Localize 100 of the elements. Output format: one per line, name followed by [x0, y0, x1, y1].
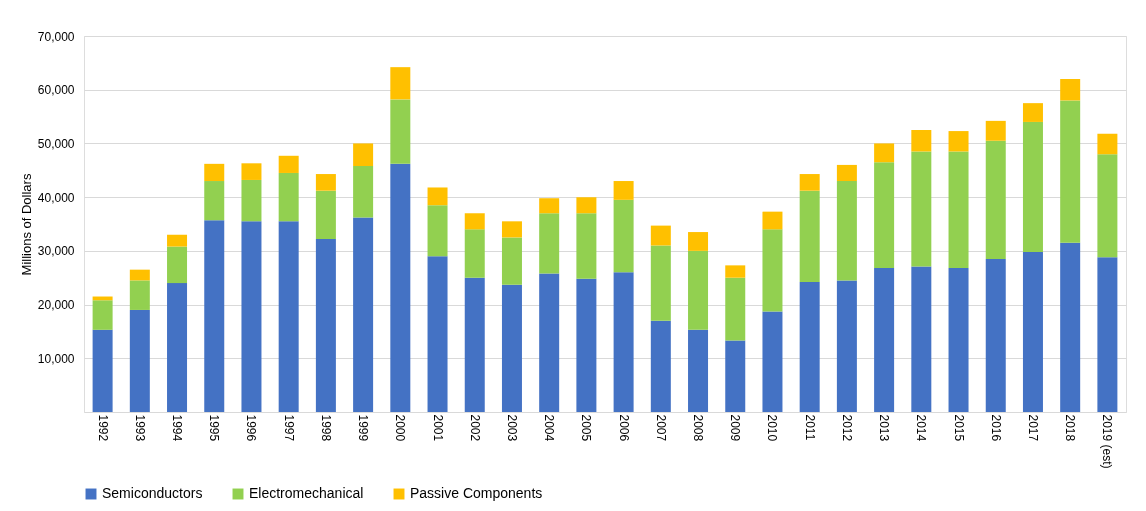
bar: [650, 320, 671, 412]
bar: [613, 199, 634, 273]
x-tick-label: 1999: [356, 414, 371, 442]
x-tick-label: 2018: [1063, 414, 1078, 442]
bar: [539, 213, 560, 274]
bar: [911, 266, 932, 412]
bar: [278, 221, 299, 412]
x-tick-label: 2004: [542, 414, 557, 442]
bar: [539, 273, 560, 412]
bar: [353, 165, 374, 218]
x-tick-label: 1994: [170, 414, 185, 442]
bar: [501, 221, 522, 238]
bar: [836, 181, 857, 281]
bar: [204, 163, 225, 182]
bar: [390, 67, 411, 100]
bar: [315, 239, 336, 412]
y-tick-label: 70,000: [37, 29, 75, 44]
bar: [1022, 103, 1043, 122]
y-tick-label: 20,000: [37, 298, 75, 313]
legend-label: Semiconductors: [102, 485, 203, 501]
bar: [948, 151, 969, 269]
bar: [762, 229, 783, 312]
bar: [874, 268, 895, 412]
bar: [1022, 121, 1043, 252]
bar: [836, 164, 857, 182]
bar: [315, 190, 336, 240]
bar: [129, 280, 150, 310]
bar: [241, 163, 262, 180]
x-tick-label: 1996: [244, 414, 259, 442]
bar: [762, 311, 783, 412]
bar: [985, 140, 1006, 259]
bar: [650, 225, 671, 246]
bar: [874, 162, 895, 269]
bar: [241, 221, 262, 412]
bar: [1060, 100, 1081, 243]
bar: [92, 329, 113, 412]
bar: [576, 278, 597, 412]
bar: [129, 269, 150, 281]
bar: [167, 283, 188, 412]
x-tick-label: 2008: [691, 414, 706, 442]
x-tick-label: 2014: [914, 414, 929, 442]
bar: [1097, 133, 1118, 155]
bar: [464, 229, 485, 278]
x-tick-label: 1995: [207, 414, 222, 442]
bar: [353, 143, 374, 166]
bar: [576, 197, 597, 214]
x-tick-label: 2009: [728, 414, 743, 442]
bar: [390, 99, 411, 164]
x-tick-label: 1998: [318, 414, 333, 442]
y-tick-label: 50,000: [37, 136, 75, 151]
bar: [911, 130, 932, 152]
bar: [204, 181, 225, 221]
bar: [688, 232, 709, 251]
x-tick-label: 2019 (est): [1100, 414, 1115, 469]
x-tick-label: 2005: [579, 414, 594, 442]
bar: [315, 174, 336, 191]
x-tick-label: 2001: [430, 414, 445, 442]
y-tick-label: 10,000: [37, 351, 75, 366]
bar: [799, 174, 820, 191]
x-tick-label: 2016: [988, 414, 1003, 442]
bar: [1022, 251, 1043, 412]
bar: [501, 237, 522, 285]
x-tick-label: 2017: [1025, 414, 1040, 442]
bar: [129, 309, 150, 412]
x-tick-label: 1993: [132, 414, 147, 442]
y-axis-title: Millions of Dollars: [18, 173, 34, 276]
x-tick-label: 2000: [393, 414, 408, 442]
bar: [725, 340, 746, 412]
x-tick-label: 2011: [802, 414, 817, 441]
bar: [167, 234, 188, 247]
bar: [390, 163, 411, 412]
bar: [427, 187, 448, 206]
bar: [576, 213, 597, 279]
bar: [539, 198, 560, 214]
x-tick-label: 2006: [616, 414, 631, 442]
bar: [501, 284, 522, 412]
bar: [1060, 78, 1081, 101]
x-tick-label: 2010: [765, 414, 780, 442]
bar: [167, 246, 188, 284]
bar: [427, 205, 448, 257]
bar: [1060, 242, 1081, 412]
bar: [1097, 257, 1118, 412]
bar: [985, 258, 1006, 412]
bar: [836, 280, 857, 412]
x-tick-label: 2003: [504, 414, 519, 442]
bar: [278, 172, 299, 222]
x-tick-label: 1992: [95, 414, 110, 442]
legend-label: Electromechanical: [249, 485, 364, 501]
y-tick-label: 40,000: [37, 190, 75, 205]
bar: [1097, 154, 1118, 258]
x-tick-label: 2012: [839, 414, 854, 442]
bar: [799, 190, 820, 283]
y-tick-label: 30,000: [37, 244, 75, 259]
x-tick-label: 2015: [951, 414, 966, 442]
bar: [948, 268, 969, 412]
bar: [92, 300, 113, 330]
bar: [725, 265, 746, 278]
bar: [241, 179, 262, 222]
x-tick-label: 2007: [653, 414, 668, 442]
bar: [985, 120, 1006, 141]
